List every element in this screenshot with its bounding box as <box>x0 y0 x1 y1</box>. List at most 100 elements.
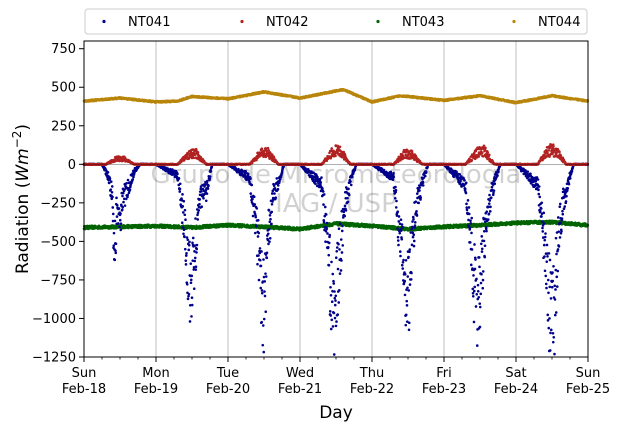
series-nt044 <box>82 87 590 105</box>
data-point <box>266 232 270 236</box>
data-point <box>119 222 123 225</box>
data-point <box>249 177 252 180</box>
data-point <box>270 210 274 214</box>
data-point <box>209 169 213 173</box>
data-point <box>267 209 271 212</box>
data-point <box>197 209 201 212</box>
data-point <box>180 221 184 225</box>
data-point <box>205 179 209 183</box>
grid-layer <box>155 41 517 357</box>
data-point <box>270 202 274 206</box>
data-point <box>259 286 263 290</box>
data-point <box>189 281 193 285</box>
data-point <box>185 251 188 255</box>
data-point <box>262 275 266 279</box>
data-point <box>185 282 189 286</box>
data-point <box>184 263 188 266</box>
data-point <box>193 259 197 263</box>
data-point <box>268 213 272 217</box>
data-point <box>184 218 187 221</box>
data-point <box>184 254 188 257</box>
data-point <box>270 222 273 226</box>
data-point <box>252 195 256 199</box>
data-point <box>178 190 182 193</box>
data-point <box>262 350 266 354</box>
data-point <box>260 250 263 253</box>
data-point <box>126 178 130 182</box>
data-point <box>262 317 266 321</box>
data-point <box>183 247 187 251</box>
series-layer <box>82 87 590 356</box>
data-point <box>260 291 264 295</box>
data-point <box>183 208 187 212</box>
data-point <box>118 225 121 229</box>
data-point <box>121 205 125 209</box>
data-point <box>108 177 112 180</box>
data-point <box>182 199 186 203</box>
data-point <box>183 235 186 239</box>
data-point <box>110 185 114 188</box>
data-point <box>194 268 198 271</box>
data-point <box>177 177 181 180</box>
data-point <box>182 228 186 232</box>
data-point <box>196 211 200 215</box>
data-point <box>192 287 196 291</box>
data-point <box>184 259 188 262</box>
data-point <box>256 262 259 266</box>
data-point <box>251 197 254 201</box>
data-point <box>181 205 185 208</box>
data-point <box>268 220 272 224</box>
data-point <box>178 182 182 186</box>
data-point <box>207 184 210 188</box>
data-point <box>106 170 110 174</box>
data-point <box>267 242 270 246</box>
data-point <box>119 228 123 232</box>
data-point <box>118 218 122 222</box>
data-point <box>190 296 194 299</box>
data-point <box>206 187 210 190</box>
data-point <box>109 180 113 183</box>
data-point <box>110 191 114 194</box>
data-point <box>125 181 128 185</box>
data-point <box>257 254 260 257</box>
data-point <box>259 264 263 268</box>
data-point <box>253 203 257 206</box>
data-point <box>171 168 174 171</box>
data-point <box>198 198 202 201</box>
data-point <box>244 170 248 173</box>
data-point <box>250 183 254 187</box>
data-point <box>261 343 265 347</box>
data-point <box>208 175 212 178</box>
data-point <box>276 187 280 191</box>
data-point <box>314 182 317 186</box>
data-point <box>258 247 262 250</box>
data-point <box>257 278 261 282</box>
data-point <box>187 248 191 252</box>
data-point <box>273 192 276 195</box>
data-point <box>188 320 192 323</box>
data-point <box>183 213 187 217</box>
data-point <box>119 212 122 215</box>
data-point <box>195 247 199 251</box>
data-point <box>188 240 191 244</box>
data-point <box>181 193 184 196</box>
data-point <box>203 183 207 186</box>
data-point <box>190 315 193 318</box>
data-point <box>131 178 135 181</box>
data-point <box>121 194 124 198</box>
data-point <box>194 217 197 220</box>
data-point <box>319 181 323 184</box>
data-point <box>181 211 185 214</box>
data-point <box>256 235 260 238</box>
series-nt043 <box>82 219 590 232</box>
data-point <box>191 241 194 245</box>
data-point <box>198 202 201 206</box>
data-point <box>273 186 277 190</box>
data-point <box>268 236 272 240</box>
data-point <box>200 205 204 209</box>
data-point <box>260 320 264 324</box>
data-point <box>268 240 271 243</box>
data-point <box>255 207 259 210</box>
data-point <box>253 231 257 235</box>
data-point <box>269 217 272 221</box>
